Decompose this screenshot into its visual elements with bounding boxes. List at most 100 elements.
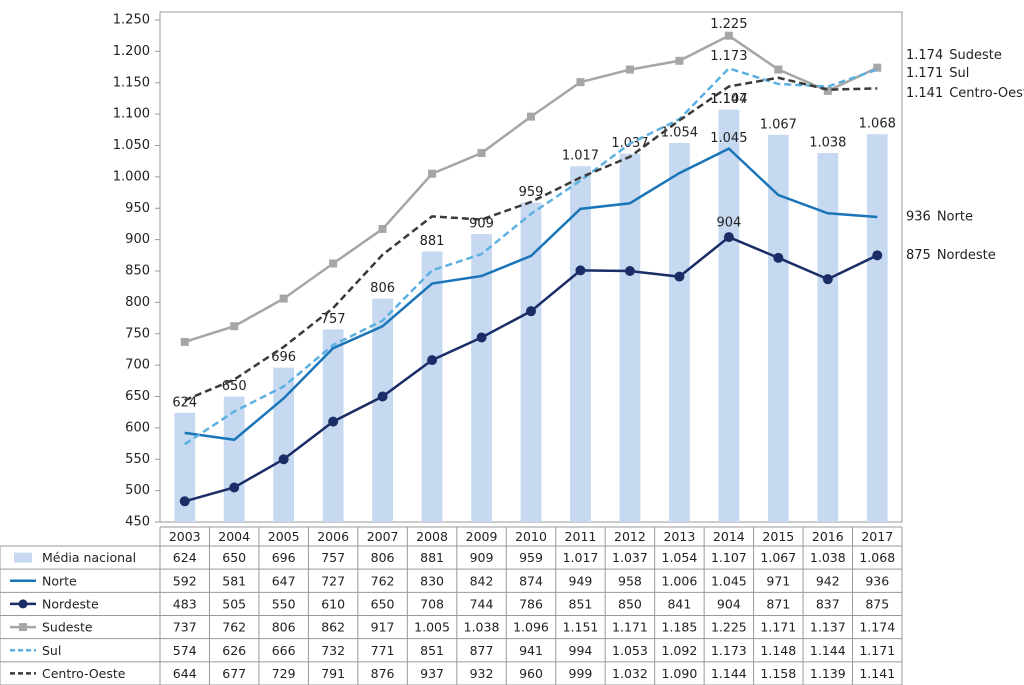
table-cell: 1.090 [662,666,698,681]
marker [179,496,190,507]
table-cell: 762 [222,620,246,635]
bar [767,134,789,522]
bar [619,153,641,522]
bar-label: 757 [321,312,346,327]
end-label: 1.141 [906,86,943,101]
y-tick-label: 700 [125,358,150,373]
marker [576,78,585,87]
table-cell: 850 [618,596,642,611]
table-cell: 1.107 [711,550,747,565]
y-tick-label: 500 [125,483,150,498]
marker [377,391,388,402]
table-cell: 936 [865,573,889,588]
table-cell: 909 [470,550,494,565]
marker [674,271,685,282]
table-cell: 830 [420,573,444,588]
x-tick-label: 2004 [218,529,250,544]
end-label: 875 [906,248,931,263]
legend-marker [19,623,27,632]
bar-label: 624 [172,395,197,410]
x-tick-label: 2016 [812,529,844,544]
end-name: Centro-Oeste [949,86,1024,101]
table-cell: 958 [618,573,642,588]
y-tick-label: 900 [125,232,150,247]
table-cell: 971 [766,573,790,588]
table-cell: 1.158 [760,666,796,681]
point-label: 904 [716,216,741,231]
table-cell: 1.045 [711,573,747,588]
x-tick-label: 2009 [466,529,498,544]
table-cell: 666 [272,643,296,658]
end-label: 936 [906,210,931,225]
marker [575,265,586,276]
table-cell: 959 [519,550,543,565]
legend-label: Média nacional [42,550,136,565]
marker [774,65,783,74]
legend-label: Sul [42,643,61,658]
bar-label: 806 [370,281,395,296]
marker [823,86,832,95]
table-cell: 744 [470,596,494,611]
x-tick-label: 2007 [367,529,399,544]
table-cell: 871 [766,596,790,611]
y-tick-label: 1.050 [113,138,150,153]
table-cell: 696 [272,550,296,565]
table-cell: 483 [173,596,197,611]
x-tick-label: 2014 [713,529,745,544]
marker [279,294,288,303]
bar-label: 1.107 [710,92,747,107]
table-cell: 647 [272,573,296,588]
bar [223,396,245,522]
y-tick-label: 800 [125,295,150,310]
table-cell: 592 [173,573,197,588]
marker [278,454,289,465]
table-cell: 1.144 [810,643,846,658]
table-cell: 960 [519,666,543,681]
bar [372,298,393,522]
x-tick-label: 2006 [317,529,349,544]
table-cell: 1.174 [859,620,895,635]
legend-swatch [14,552,32,563]
table-cell: 732 [321,643,345,658]
marker [328,416,339,427]
bar [866,134,888,522]
x-tick-label: 2010 [515,529,547,544]
marker [476,332,487,343]
table-cell: 1.171 [612,620,648,635]
point-label: 1.173 [710,49,747,64]
bar-label: 1.068 [859,117,896,132]
marker [180,337,189,346]
table-cell: 737 [173,620,197,635]
table-cell: 1.068 [859,550,895,565]
marker [527,112,535,121]
table-cell: 626 [222,643,246,658]
table-cell: 1.067 [760,550,796,565]
table-cell: 877 [470,643,494,658]
bar-label: 1.038 [809,136,846,151]
table-cell: 1.038 [810,550,846,565]
table-cell: 505 [222,596,246,611]
y-tick-label: 1.250 [113,13,150,28]
table-cell: 1.173 [711,643,747,658]
end-name: Sul [949,66,969,81]
table-cell: 806 [272,620,296,635]
x-tick-label: 2011 [565,529,597,544]
marker [723,232,734,243]
marker [329,259,338,268]
y-tick-label: 1.100 [113,107,150,122]
table-cell: 841 [667,596,691,611]
table-cell: 650 [222,550,246,565]
bar-label: 696 [271,350,296,365]
table-cell: 851 [420,643,444,658]
table-cell: 1.032 [612,666,648,681]
bar [570,166,591,522]
y-tick-label: 550 [125,452,150,467]
table-cell: 1.171 [760,620,796,635]
table-cell: 881 [420,550,444,565]
end-label: 1.174 [906,48,943,63]
table-cell: 574 [173,643,197,658]
table-cell: 875 [865,596,889,611]
legend-label: Centro-Oeste [42,666,126,681]
point-label: 1.225 [710,17,747,32]
